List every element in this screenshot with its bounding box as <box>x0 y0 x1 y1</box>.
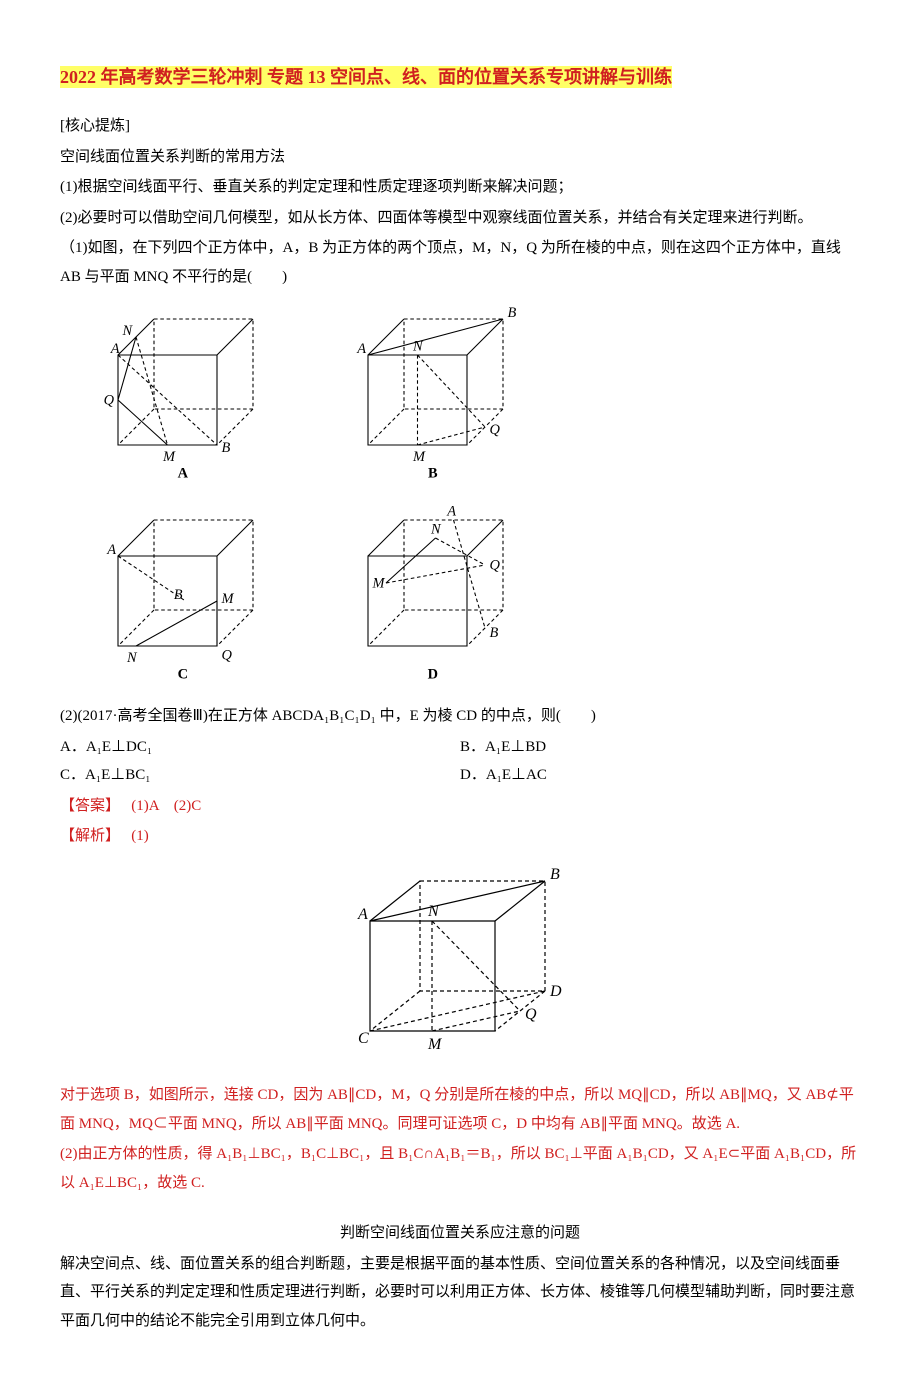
options-block: A．A₁E⊥DC₁ B．A₁E⊥BD C．A₁E⊥BC₁ D．A₁E⊥AC <box>60 733 860 790</box>
page-title: 2022 年高考数学三轮冲刺 专题 13 空间点、线、面的位置关系专项讲解与训练 <box>60 60 860 94</box>
svg-text:Q: Q <box>222 647 233 663</box>
cube-diagram-a: A B Q N M A <box>100 301 280 492</box>
svg-text:B: B <box>508 305 517 321</box>
svg-text:B: B <box>174 587 183 603</box>
svg-text:A: A <box>446 503 456 519</box>
svg-text:D: D <box>428 666 438 682</box>
svg-text:D: D <box>549 983 562 1000</box>
answer-text: (1)A (2)C <box>131 798 201 814</box>
svg-text:Q: Q <box>104 393 115 409</box>
cube-diagram-c: A B M N Q C <box>100 502 280 693</box>
methods-intro: 空间线面位置关系判断的常用方法 <box>60 143 860 172</box>
solution-para-1: 对于选项 B，如图所示，连接 CD，因为 AB∥CD，M，Q 分别是所在棱的中点… <box>60 1081 860 1138</box>
svg-text:Q: Q <box>490 557 501 573</box>
method-2: (2)必要时可以借助空间几何模型，如从长方体、四面体等模型中观察线面位置关系，并… <box>60 204 860 233</box>
core-heading: [核心提炼] <box>60 112 860 141</box>
svg-text:A: A <box>357 906 368 923</box>
svg-text:B: B <box>490 625 499 641</box>
svg-text:Q: Q <box>490 422 501 438</box>
solution-line: 【解析】 (1) <box>60 822 860 851</box>
diagram-row-1: A B Q N M A <box>100 301 860 492</box>
svg-text:A: A <box>356 341 366 357</box>
svg-text:B: B <box>222 440 231 456</box>
solution-label: 【解析】 <box>60 828 113 844</box>
svg-text:M: M <box>412 449 426 465</box>
svg-text:N: N <box>126 650 138 666</box>
svg-text:C: C <box>358 1030 369 1047</box>
question-2: (2)(2017·高考全国卷Ⅲ)在正方体 ABCD­A₁B₁C₁D₁ 中，E 为… <box>60 702 860 731</box>
svg-text:M: M <box>221 590 235 606</box>
svg-text:N: N <box>412 339 424 355</box>
option-d: D．A₁E⊥AC <box>460 761 860 790</box>
method-1: (1)根据空间线面平行、垂直关系的判定定理和性质定理逐项判断来解决问题； <box>60 173 860 202</box>
sub-heading: 判断空间线面位置关系应注意的问题 <box>60 1219 860 1248</box>
svg-text:A: A <box>110 341 120 357</box>
svg-text:N: N <box>430 521 442 537</box>
title-text: 2022 年高考数学三轮冲刺 专题 13 空间点、线、面的位置关系专项讲解与训练 <box>60 66 672 88</box>
svg-text:M: M <box>427 1036 443 1053</box>
diagram-row-2: A B M N Q C <box>100 502 860 693</box>
svg-text:A: A <box>106 542 116 558</box>
svg-text:N: N <box>427 903 440 920</box>
option-a: A．A₁E⊥DC₁ <box>60 733 460 762</box>
answer-label: 【答案】 <box>60 798 113 814</box>
answer-line: 【答案】 (1)A (2)C <box>60 792 860 821</box>
svg-text:B: B <box>550 866 560 883</box>
solution-diagram: A B C D N M Q <box>60 861 860 1072</box>
option-c: C．A₁E⊥BC₁ <box>60 761 460 790</box>
solution-text-1: (1) <box>131 828 149 844</box>
bottom-paragraph: 解决空间点、线、面位置关系的组合判断题，主要是根据平面的基本性质、空间位置关系的… <box>60 1250 860 1336</box>
svg-text:C: C <box>178 666 188 682</box>
solution-para-2: (2)由正方体的性质，得 A₁B₁⊥BC₁，B₁C⊥BC₁，且 B₁C∩A₁B₁… <box>60 1140 860 1197</box>
question-1: （1)如图，在下列四个正方体中，A，B 为正方体的两个顶点，M，N，Q 为所在棱… <box>60 234 860 291</box>
svg-text:B: B <box>428 466 438 482</box>
svg-text:A: A <box>178 466 189 482</box>
svg-text:M: M <box>162 449 176 465</box>
svg-text:N: N <box>122 323 134 339</box>
cube-diagram-d: A B M N Q D <box>350 502 530 693</box>
svg-text:Q: Q <box>525 1006 537 1023</box>
svg-text:M: M <box>372 575 386 591</box>
cube-diagram-b: A B N M Q B <box>350 301 530 492</box>
option-b: B．A₁E⊥BD <box>460 733 860 762</box>
